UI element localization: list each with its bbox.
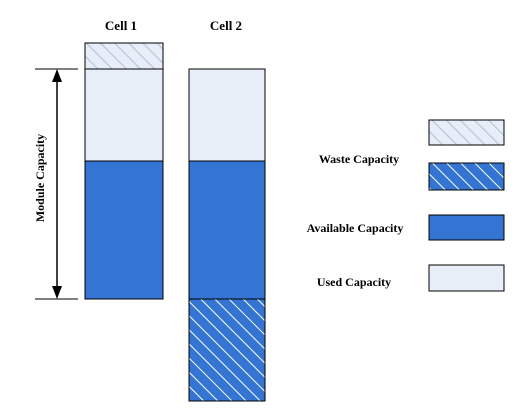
module-capacity-label: Module Capacity: [33, 134, 47, 222]
cell-1-used-segment: [84, 68, 164, 162]
legend-swatch-used: [428, 264, 505, 292]
legend-swatch-available: [428, 214, 505, 241]
cell-1-available-segment: [84, 160, 164, 300]
cell-2-label: Cell 2: [210, 18, 242, 33]
cell-2-waste-segment: [188, 298, 266, 402]
cell-1-waste-segment: [84, 42, 164, 70]
cell-2-available-segment: [188, 160, 266, 300]
legend: Waste Capacity Available Capacity Used C…: [307, 119, 505, 292]
cell-1-label: Cell 1: [105, 18, 137, 33]
dimension-arrow-up: [52, 69, 62, 82]
legend-label-available: Available Capacity: [307, 221, 404, 235]
legend-swatch-waste-light: [428, 119, 505, 146]
legend-swatch-waste-dark: [428, 162, 505, 191]
legend-label-used: Used Capacity: [317, 275, 391, 289]
cell-2-used-segment: [188, 68, 266, 162]
module-capacity-marker: [35, 68, 78, 300]
legend-label-waste: Waste Capacity: [319, 152, 399, 166]
dimension-arrow-down: [52, 286, 62, 299]
